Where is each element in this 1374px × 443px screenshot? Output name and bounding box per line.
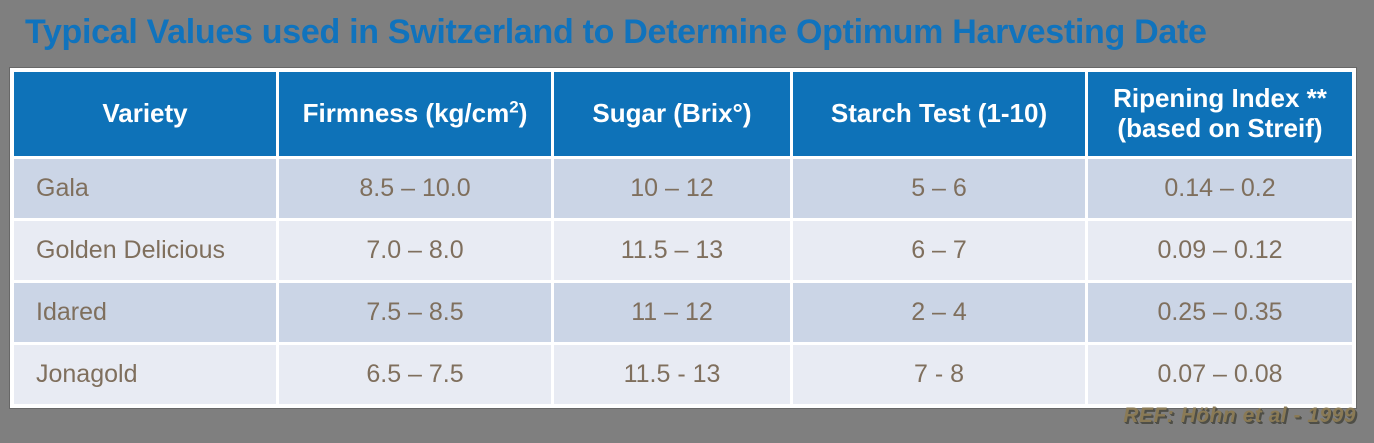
table-row-jonagold-starch: 7 - 8 bbox=[793, 345, 1085, 404]
table-row-gala-sugar: 10 – 12 bbox=[554, 159, 790, 218]
table-row-gala-firmness: 8.5 – 10.0 bbox=[279, 159, 551, 218]
table-row-golden-delicious-starch: 6 – 7 bbox=[793, 221, 1085, 280]
table-row-gala-variety: Gala bbox=[14, 159, 276, 218]
column-header-variety-label: Variety bbox=[102, 98, 188, 129]
column-header-variety: Variety bbox=[14, 72, 276, 156]
table-row-golden-delicious-variety: Golden Delicious bbox=[14, 221, 276, 280]
table-row-idared-variety: Idared bbox=[14, 283, 276, 342]
column-header-ripening-label: Ripening Index ** (based on Streif) bbox=[1113, 83, 1327, 143]
table-row-idared-firmness: 7.5 – 8.5 bbox=[279, 283, 551, 342]
column-header-firmness: Firmness (kg/cm2) bbox=[279, 72, 551, 156]
column-header-firmness-label: Firmness (kg/cm2) bbox=[302, 97, 528, 129]
table-row-jonagold-ripening: 0.07 – 0.08 bbox=[1088, 345, 1352, 404]
slide-title: Typical Values used in Switzerland to De… bbox=[25, 13, 1207, 51]
table-row-golden-delicious-sugar: 11.5 – 13 bbox=[554, 221, 790, 280]
table-row-jonagold-variety: Jonagold bbox=[14, 345, 276, 404]
table-row-gala-ripening: 0.14 – 0.2 bbox=[1088, 159, 1352, 218]
table-row-idared-sugar: 11 – 12 bbox=[554, 283, 790, 342]
table-row-idared-ripening: 0.25 – 0.35 bbox=[1088, 283, 1352, 342]
table-row-gala-starch: 5 – 6 bbox=[793, 159, 1085, 218]
column-header-starch-label: Starch Test (1-10) bbox=[830, 98, 1048, 129]
column-header-ripening: Ripening Index ** (based on Streif) bbox=[1088, 72, 1352, 156]
reference-citation: REF: Höhn et al - 1999 bbox=[1123, 404, 1356, 427]
table-row-jonagold-sugar: 11.5 - 13 bbox=[554, 345, 790, 404]
column-header-starch: Starch Test (1-10) bbox=[793, 72, 1085, 156]
firmness-superscript: 2 bbox=[509, 97, 519, 117]
column-header-sugar: Sugar (Brix°) bbox=[554, 72, 790, 156]
table-row-idared-starch: 2 – 4 bbox=[793, 283, 1085, 342]
column-header-sugar-label: Sugar (Brix°) bbox=[592, 98, 752, 129]
table-row-jonagold-firmness: 6.5 – 7.5 bbox=[279, 345, 551, 404]
harvest-values-table: Variety Firmness (kg/cm2) Sugar (Brix°) … bbox=[9, 67, 1357, 409]
table-row-golden-delicious-ripening: 0.09 – 0.12 bbox=[1088, 221, 1352, 280]
table-grid: Variety Firmness (kg/cm2) Sugar (Brix°) … bbox=[14, 72, 1352, 404]
table-row-golden-delicious-firmness: 7.0 – 8.0 bbox=[279, 221, 551, 280]
